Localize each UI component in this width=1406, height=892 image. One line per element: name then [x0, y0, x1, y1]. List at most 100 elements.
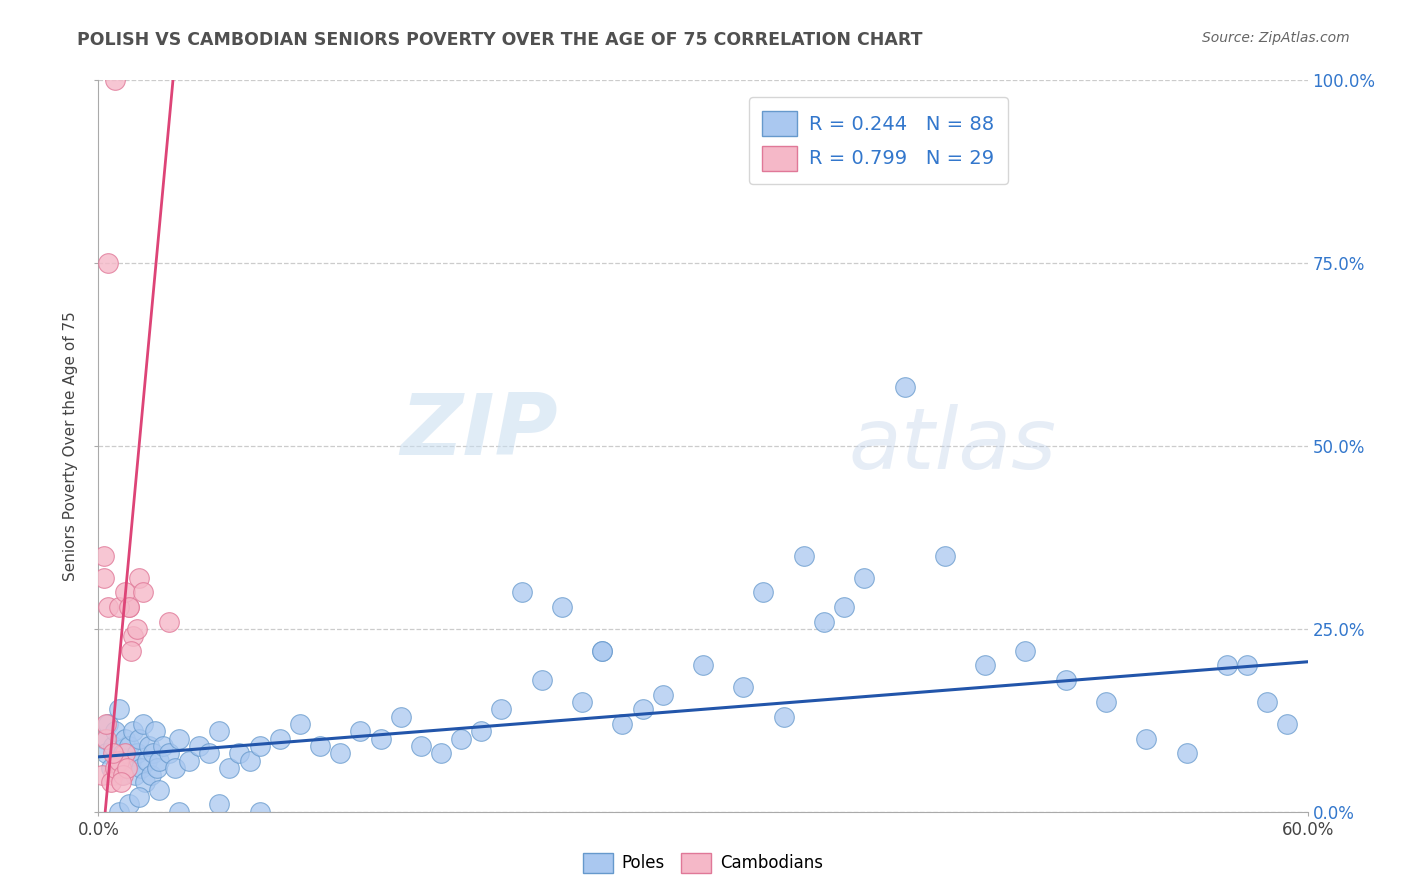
Point: [491, 702, 513, 716]
Point: [125, 746, 148, 760]
Point: [124, 768, 146, 782]
Point: [631, 702, 654, 716]
Point: [793, 549, 815, 563]
Point: [249, 739, 271, 753]
Point: [146, 761, 169, 775]
Point: [1175, 746, 1198, 760]
Point: [1236, 658, 1258, 673]
Point: [752, 585, 775, 599]
Point: [128, 731, 150, 746]
Point: [135, 754, 157, 768]
Point: [152, 739, 174, 753]
Point: [772, 709, 794, 723]
Point: [157, 746, 180, 760]
Point: [111, 746, 134, 760]
Point: [103, 724, 125, 739]
Point: [249, 805, 271, 819]
Point: [893, 380, 915, 394]
Point: [218, 761, 240, 775]
Point: [97, 599, 120, 614]
Point: [105, 754, 128, 768]
Point: [370, 731, 392, 746]
Point: [97, 256, 120, 270]
Point: [120, 644, 142, 658]
Point: [208, 797, 231, 812]
Point: [1095, 695, 1118, 709]
Point: [100, 775, 122, 789]
Point: [591, 644, 613, 658]
Point: [105, 754, 128, 768]
Point: [96, 731, 118, 746]
Point: [143, 724, 166, 739]
Point: [309, 739, 332, 753]
Point: [157, 615, 180, 629]
Point: [129, 761, 152, 775]
Point: [551, 599, 574, 614]
Point: [107, 702, 129, 716]
Point: [349, 724, 371, 739]
Point: [121, 629, 143, 643]
Point: [167, 805, 190, 819]
Point: [132, 585, 155, 599]
Point: [118, 739, 141, 753]
Point: [853, 571, 876, 585]
Legend: Poles, Cambodians: Poles, Cambodians: [576, 847, 830, 880]
Point: [103, 761, 125, 775]
Point: [832, 599, 855, 614]
Point: [115, 761, 138, 775]
Point: [1014, 644, 1036, 658]
Point: [118, 599, 141, 614]
Point: [128, 571, 150, 585]
Point: [120, 754, 142, 768]
Point: [93, 571, 115, 585]
Point: [329, 746, 352, 760]
Point: [114, 731, 136, 746]
Point: [100, 761, 122, 775]
Point: [1216, 658, 1239, 673]
Point: [110, 761, 132, 775]
Point: [198, 746, 221, 760]
Y-axis label: Seniors Poverty Over the Age of 75: Seniors Poverty Over the Age of 75: [63, 311, 79, 581]
Text: atlas: atlas: [848, 404, 1056, 488]
Point: [430, 746, 453, 760]
Point: [612, 717, 634, 731]
Point: [389, 709, 412, 723]
Point: [188, 739, 211, 753]
Point: [1135, 731, 1157, 746]
Point: [813, 615, 835, 629]
Point: [148, 782, 170, 797]
Point: [148, 754, 170, 768]
Point: [96, 717, 118, 731]
Point: [269, 731, 291, 746]
Point: [96, 746, 118, 760]
Point: [111, 768, 134, 782]
Point: [179, 754, 201, 768]
Point: [139, 768, 162, 782]
Point: [110, 768, 132, 782]
Point: [107, 599, 129, 614]
Point: [651, 688, 673, 702]
Point: [134, 775, 156, 789]
Point: [1256, 695, 1278, 709]
Point: [107, 754, 129, 768]
Point: [409, 739, 432, 753]
Point: [239, 754, 262, 768]
Text: POLISH VS CAMBODIAN SENIORS POVERTY OVER THE AGE OF 75 CORRELATION CHART: POLISH VS CAMBODIAN SENIORS POVERTY OVER…: [77, 31, 922, 49]
Point: [114, 746, 136, 760]
Point: [1054, 673, 1077, 687]
Point: [110, 775, 132, 789]
Point: [114, 585, 136, 599]
Point: [530, 673, 553, 687]
Point: [571, 695, 593, 709]
Point: [115, 761, 138, 775]
Point: [101, 739, 124, 753]
Point: [93, 549, 115, 563]
Point: [510, 585, 533, 599]
Point: [228, 746, 250, 760]
Point: [101, 768, 124, 782]
Point: [128, 790, 150, 805]
Point: [692, 658, 714, 673]
Point: [107, 805, 129, 819]
Point: [208, 724, 231, 739]
Point: [101, 746, 124, 760]
